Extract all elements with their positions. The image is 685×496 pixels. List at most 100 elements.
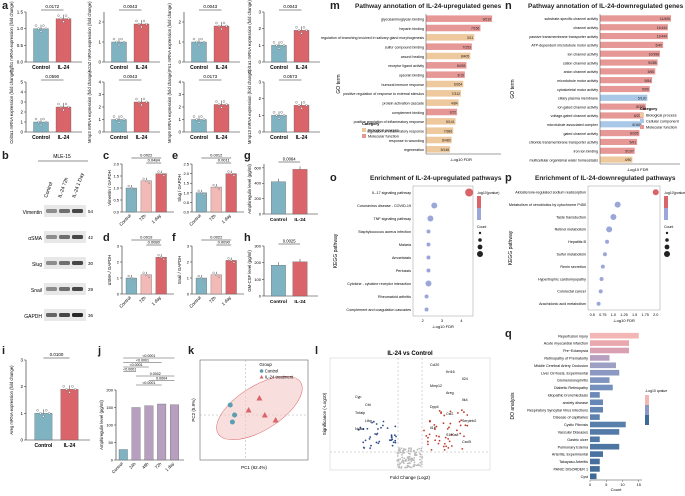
x-tick-label: 1.75 <box>641 313 648 317</box>
ns-point <box>413 457 416 459</box>
data-point <box>162 258 165 261</box>
x-tick-label: 72h <box>208 213 217 222</box>
go-count: 5/99 <box>642 88 649 92</box>
up-point <box>443 448 446 451</box>
up-point <box>464 424 467 427</box>
go-bar <box>600 147 635 154</box>
ns-point <box>410 448 412 451</box>
data-point <box>220 106 223 109</box>
go-term: positive regulation of response to exter… <box>343 92 424 96</box>
panel-label-o: o <box>330 172 337 184</box>
blot-band <box>59 235 70 239</box>
go-bar <box>426 34 475 41</box>
pathway-name: Pertussis <box>396 269 411 273</box>
do-term: Vascular Diseases <box>558 431 588 435</box>
blot-row-label: Snail <box>31 288 42 294</box>
data-point <box>127 184 130 188</box>
pathway-dot <box>600 264 605 269</box>
legend-size <box>478 231 482 235</box>
data-point <box>147 275 150 278</box>
bar <box>125 187 137 213</box>
up-point <box>444 436 447 439</box>
do-bar <box>590 451 603 457</box>
x-tick-label: Control <box>35 443 53 449</box>
legend-size <box>477 251 483 257</box>
x-tick-label: Control <box>110 135 128 141</box>
go-term: sulfur compound binding <box>385 46 424 50</box>
bar <box>210 274 222 295</box>
x-tick-label: Control <box>190 65 208 71</box>
down-point <box>394 441 397 444</box>
go-count: 4/84 <box>451 101 458 105</box>
blot-lane-label: Control <box>43 181 54 198</box>
data-point <box>212 183 215 187</box>
legend-gradient <box>477 208 481 220</box>
pathway-dot <box>602 252 607 257</box>
y-tick-label: 3 <box>20 358 23 363</box>
data-point <box>272 111 276 114</box>
down-point <box>394 439 397 442</box>
blot-rows: Vimentin 54 αSMA 42 Slug 30 Snail 29 GAPDH 36 <box>23 205 94 321</box>
ns-point <box>398 447 401 450</box>
legend-swatch <box>362 134 366 138</box>
data-point <box>45 409 48 412</box>
data-point <box>197 121 201 124</box>
bar-panel-a7: 0 1 2 3 4 Mmp9 mRNA expression (fold change) C… <box>167 70 240 143</box>
go-count: 8/335 <box>630 132 639 136</box>
blot-title: MLE-15 <box>53 154 71 160</box>
x-tick-label: Control <box>190 135 208 141</box>
y-axis-label: Fn1 mRNA expression (fold change) <box>167 3 172 71</box>
down-point <box>393 434 396 436</box>
p-value: 0.0022 <box>210 235 223 240</box>
up-point <box>447 446 450 449</box>
p-value: 0.0002 <box>150 372 161 376</box>
data-point <box>222 21 226 25</box>
blot-band <box>72 313 83 317</box>
gene-label-up: Il1b <box>430 426 436 430</box>
data-point <box>200 115 203 118</box>
down-point <box>392 441 395 444</box>
data-point <box>195 118 198 121</box>
up-point <box>433 423 436 426</box>
y-axis-label: Amphiregulin level (pg/ml) <box>99 400 104 450</box>
x-tick-label: 0 <box>589 483 591 487</box>
do-bar <box>590 392 600 398</box>
bar <box>213 25 230 63</box>
x-tick-label: IL-24 <box>296 65 308 71</box>
data-point <box>222 100 226 103</box>
go-bar <box>600 156 633 163</box>
ns-point <box>421 456 423 459</box>
y-tick-label: 4 <box>98 80 101 85</box>
go-bar <box>600 130 640 137</box>
ns-point <box>413 459 415 462</box>
up-point <box>466 424 469 427</box>
up-point <box>438 435 440 438</box>
down-point <box>369 447 372 450</box>
y-tick-label: 1 <box>117 276 120 281</box>
ns-point <box>409 458 411 461</box>
do-term: Diabetic Retinopathy <box>554 386 588 390</box>
blot-kda: 36 <box>88 313 94 318</box>
p-value: 0.0043 <box>123 4 137 9</box>
bar <box>140 274 152 295</box>
down-point <box>357 428 360 431</box>
up-point <box>438 410 441 412</box>
bar <box>293 30 310 63</box>
x-tick-label: IL-24 <box>58 65 70 71</box>
data-point <box>59 17 63 20</box>
data-point <box>217 103 221 106</box>
do-term: Reperfusion injury <box>558 334 588 338</box>
data-point <box>217 275 220 278</box>
y-tick-label: 2 <box>20 384 23 389</box>
pathway-name: Arachidonic acid metabolism <box>539 302 586 306</box>
data-point <box>202 40 206 44</box>
data-point <box>282 114 286 117</box>
data-point <box>305 104 308 107</box>
il24-point <box>261 412 268 418</box>
legend-swatch <box>640 125 644 129</box>
y-axis-label: DO analysis <box>510 392 516 419</box>
y-tick-label: 4 <box>20 90 23 95</box>
y-tick-label: 1 <box>98 117 101 122</box>
